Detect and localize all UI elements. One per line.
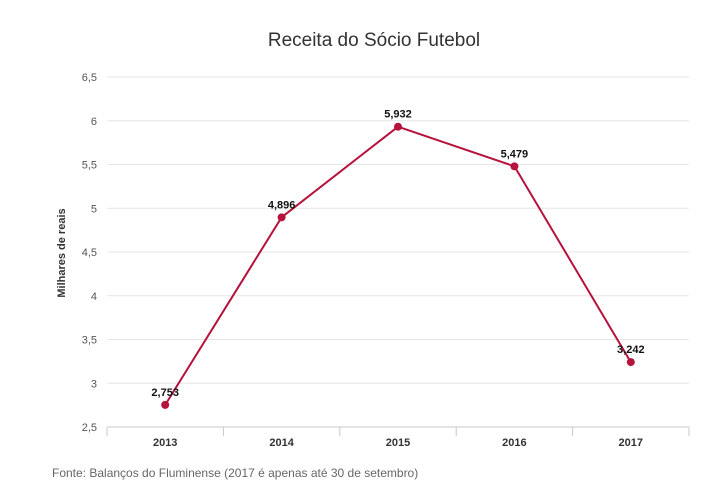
y-tick-label: 5 <box>91 203 97 215</box>
y-tick-label: 4,5 <box>82 247 97 259</box>
x-tick-label: 2017 <box>619 437 643 449</box>
data-point <box>277 213 286 222</box>
y-tick-label: 5,5 <box>82 160 97 172</box>
y-tick-label: 4 <box>91 291 97 303</box>
data-label: 5,479 <box>501 148 529 160</box>
series-line <box>164 125 632 406</box>
data-label: 2,753 <box>151 387 179 399</box>
x-tick-label: 2014 <box>269 437 294 449</box>
data-label: 4,896 <box>268 199 296 211</box>
chart-title: Receita do Sócio Futebol <box>268 30 480 51</box>
data-label: 5,932 <box>384 109 412 121</box>
y-tick-label: 3,5 <box>82 335 97 347</box>
data-point <box>161 400 170 409</box>
gridlines: 2,5 3 3,5 4 4,5 5 5,5 6 6,5 <box>82 72 689 434</box>
y-axis-label: Milhares de reais <box>56 208 68 297</box>
data-label: 3,242 <box>617 344 645 356</box>
data-point <box>394 122 402 131</box>
x-tick-label: 2013 <box>153 437 177 449</box>
data-point <box>510 162 519 171</box>
x-tick-label: 2016 <box>502 437 526 449</box>
data-labels: 2,753 4,896 5,932 5,479 3,242 <box>151 109 644 399</box>
y-tick-label: 6,5 <box>82 72 97 84</box>
x-axis: 2013 2014 2015 2016 2017 <box>106 426 690 449</box>
y-tick-label: 6 <box>91 116 97 128</box>
x-tick-label: 2015 <box>386 437 410 449</box>
series-line-group <box>161 122 635 409</box>
y-tick-label: 3 <box>91 378 97 390</box>
data-point <box>626 358 635 367</box>
source-note: Fonte: Balanços do Fluminense (2017 é ap… <box>52 466 419 480</box>
y-tick-label: 2,5 <box>82 422 97 434</box>
